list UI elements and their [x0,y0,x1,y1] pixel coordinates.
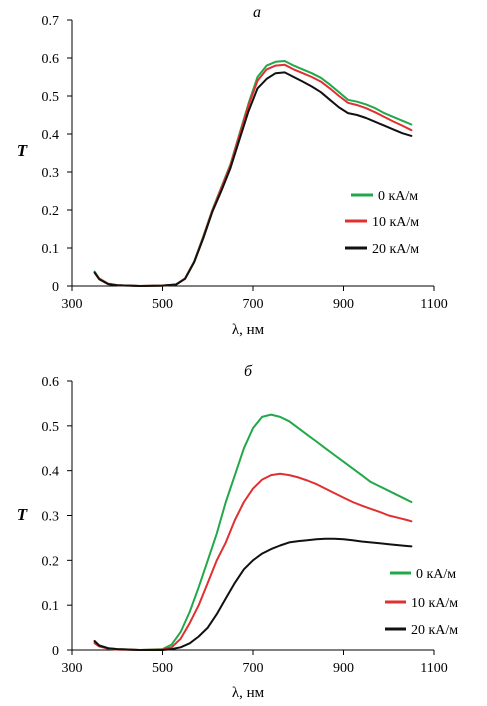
panel-b-y-tick-label: 0.2 [42,554,60,569]
panel-b-y-tick-label: 0.5 [42,420,60,435]
legend-a-label-0: 0 кА/м [378,189,418,204]
panel-b-legend: 0 кА/м 10 кА/м 20 кА/м [385,567,458,638]
panel-a-label: a [253,4,261,21]
panel-a-y-tick-label: 0 [52,280,59,295]
panel-b-x-tick-label: 500 [152,661,173,676]
panel-b-series-line-0 [93,413,413,651]
panel-b-x-tick-label: 1100 [420,661,447,676]
panel-a-ylabel: T [17,141,28,160]
legend-b-label-1: 10 кА/м [411,596,458,611]
panel-a-x-tick-label: 500 [152,297,173,312]
panel-b-y-tick-label: 0.1 [42,599,60,614]
panel-a-legend: 0 кА/м 10 кА/м 20 кА/м [345,189,419,257]
panel-b-xlabel: λ, нм [232,685,265,701]
legend-a-label-2: 20 кА/м [372,242,419,257]
panel-a-y-tick-label: 0.1 [42,242,60,257]
panel-a-y-tick-label: 0.2 [42,204,60,219]
panel-b-x-tick-labels: 300 500 700 900 1100 [62,661,448,676]
panel-a-y-tick-label: 0.5 [42,90,60,105]
panel-b-y-tick-marks [67,380,72,651]
panel-a-x-tick-label: 700 [243,297,264,312]
panel-b-y-tick-labels: 0 0.1 0.2 0.3 0.4 0.5 0.6 [42,375,60,659]
panel-a: a T λ, нм 0 0.1 0.2 0.3 0.4 0.5 0.6 0.7 300 500 7… [17,4,448,338]
panel-a-y-tick-label: 0.4 [42,128,60,143]
panel-a-y-tick-label: 0.7 [42,14,60,29]
panel-a-series-lines [93,60,413,287]
panel-a-series-line-2 [93,71,413,287]
panel-b-y-tick-label: 0.3 [42,510,60,525]
panel-a-xlabel: λ, нм [232,322,265,338]
panel-a-x-tick-label: 1100 [420,297,447,312]
panel-b-series-line-1 [93,472,413,651]
panel-a-x-tick-labels: 300 500 700 900 1100 [62,297,448,312]
panel-b-series-line-2 [93,537,413,651]
panel-b: б T λ, нм 0 0.1 0.2 0.3 0.4 0.5 0.6 300 500 700 9… [17,363,458,701]
panel-a-y-tick-label: 0.6 [42,52,60,67]
panel-b-x-tick-label: 700 [243,661,264,676]
panel-a-y-tick-labels: 0 0.1 0.2 0.3 0.4 0.5 0.6 0.7 [42,14,60,295]
panel-b-y-tick-label: 0 [52,644,59,659]
panel-b-x-tick-marks [71,650,435,655]
panel-a-x-tick-marks [71,286,435,291]
panel-b-ylabel: T [17,505,28,524]
panel-a-y-tick-label: 0.3 [42,166,60,181]
panel-b-label: б [244,363,253,380]
panel-a-y-tick-marks [67,19,72,287]
panel-b-series-lines [93,413,413,651]
legend-b-label-0: 0 кА/м [416,567,456,582]
panel-a-x-tick-label: 900 [333,297,354,312]
panel-a-x-tick-label: 300 [62,297,83,312]
panel-b-y-tick-label: 0.6 [42,375,60,390]
panel-b-x-tick-label: 900 [333,661,354,676]
legend-b-label-2: 20 кА/м [411,623,458,638]
legend-a-label-1: 10 кА/м [372,215,419,230]
panel-b-y-tick-label: 0.4 [42,465,60,480]
panel-b-x-tick-label: 300 [62,661,83,676]
